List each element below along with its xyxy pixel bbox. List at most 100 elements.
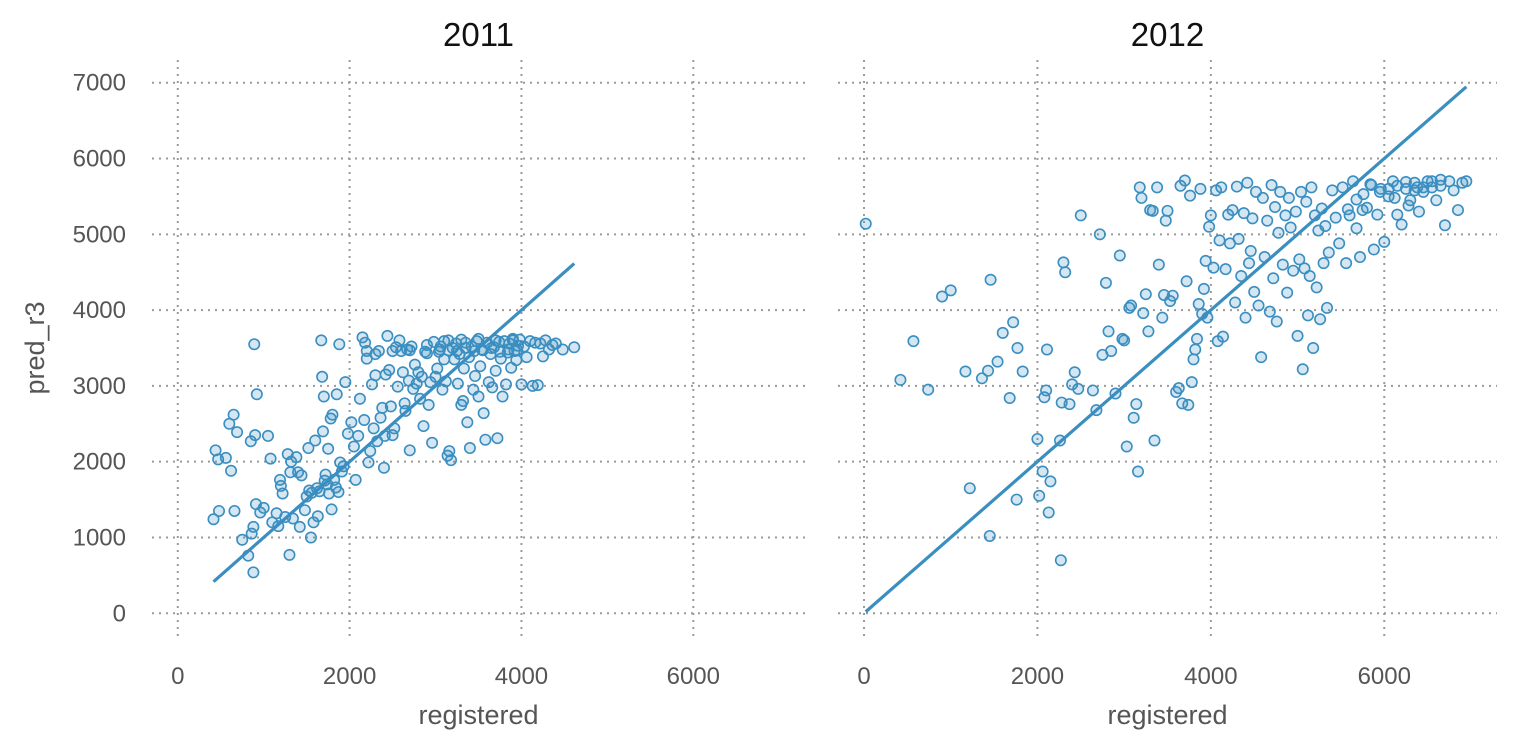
data-point <box>1310 281 1323 294</box>
data-point <box>1229 296 1242 309</box>
data-point <box>1434 173 1447 186</box>
data-point <box>326 408 339 421</box>
data-point <box>415 370 428 383</box>
data-point <box>374 411 387 424</box>
data-point <box>1272 226 1285 239</box>
data-point <box>1289 205 1302 218</box>
data-point <box>1007 316 1020 329</box>
data-point <box>264 452 277 465</box>
x-tick-label: 2000 <box>1011 663 1064 690</box>
data-point <box>1219 263 1232 276</box>
data-point <box>476 344 489 357</box>
data-point <box>332 485 345 498</box>
y-tick-label: 1000 <box>73 524 126 551</box>
x-tick-label: 6000 <box>1358 663 1411 690</box>
panel-title: 2012 <box>1131 16 1204 53</box>
data-point <box>1199 254 1212 267</box>
data-point <box>322 442 335 455</box>
data-point <box>499 378 512 391</box>
data-point <box>493 345 506 358</box>
data-point <box>983 529 996 542</box>
data-point <box>1319 219 1332 232</box>
data-point <box>1127 411 1140 424</box>
x-tick-label: 4000 <box>495 663 548 690</box>
data-point <box>317 390 330 403</box>
data-point <box>386 345 399 358</box>
data-point <box>1296 363 1309 376</box>
data-point <box>1412 205 1425 218</box>
data-point <box>353 392 366 405</box>
data-point <box>982 364 995 377</box>
data-point <box>463 442 476 455</box>
data-point <box>1031 432 1044 445</box>
data-point <box>1215 181 1228 194</box>
data-point <box>1166 289 1179 302</box>
data-point <box>472 390 485 403</box>
data-point <box>1192 298 1205 311</box>
data-point <box>316 425 329 438</box>
data-point <box>381 329 394 342</box>
data-point <box>345 416 358 429</box>
y-axis-label: pred_r3 <box>20 301 50 394</box>
data-point <box>1040 343 1053 356</box>
data-point <box>341 427 354 440</box>
data-point <box>1133 181 1146 194</box>
data-point <box>477 407 490 420</box>
data-point <box>1016 365 1029 378</box>
data-point <box>1105 345 1118 358</box>
data-point <box>1099 276 1112 289</box>
data-point <box>1090 404 1103 417</box>
panel-title: 2011 <box>443 16 514 53</box>
data-point <box>996 326 1009 339</box>
data-point <box>283 548 296 561</box>
data-point <box>1308 209 1321 222</box>
data-point <box>1460 175 1473 188</box>
data-point <box>1216 330 1229 343</box>
data-point <box>1187 353 1200 366</box>
data-point <box>1388 191 1401 204</box>
data-point <box>1180 275 1193 288</box>
data-point <box>337 460 350 473</box>
data-point <box>1326 184 1339 197</box>
data-point <box>431 362 444 375</box>
data-point <box>1185 376 1198 389</box>
data-point <box>1430 194 1443 207</box>
data-point <box>1371 208 1384 221</box>
data-point <box>1038 391 1051 404</box>
data-point <box>1314 313 1327 326</box>
data-point <box>414 392 427 405</box>
data-point <box>445 454 458 467</box>
data-point <box>426 436 439 449</box>
data-point <box>391 380 404 393</box>
y-tick-label: 2000 <box>73 449 126 476</box>
data-point <box>438 335 451 348</box>
data-point <box>1074 209 1087 222</box>
data-point <box>316 370 329 383</box>
data-point <box>330 388 343 401</box>
data-point <box>247 520 260 533</box>
data-point <box>1161 204 1174 217</box>
data-point <box>403 444 416 457</box>
data-point <box>457 362 470 375</box>
data-point <box>1197 282 1210 295</box>
data-point <box>1135 191 1148 204</box>
data-point <box>1395 218 1408 231</box>
data-point <box>1317 257 1330 270</box>
data-point <box>1054 554 1067 567</box>
data-point <box>1425 175 1438 188</box>
data-point <box>1287 264 1300 277</box>
data-point <box>236 533 249 546</box>
data-point <box>1042 506 1055 519</box>
data-point <box>1282 191 1295 204</box>
data-point <box>1267 272 1280 285</box>
data-point <box>376 401 389 414</box>
data-point <box>1010 493 1023 506</box>
data-point <box>1172 382 1185 395</box>
data-point <box>377 461 390 474</box>
data-point <box>991 355 1004 368</box>
data-point <box>228 504 241 517</box>
data-point <box>249 429 262 442</box>
data-point <box>1263 305 1276 318</box>
data-point <box>369 348 382 361</box>
